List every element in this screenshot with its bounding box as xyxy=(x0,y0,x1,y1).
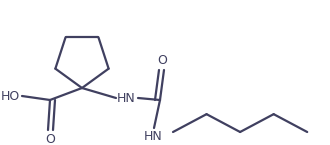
Text: O: O xyxy=(45,133,55,145)
Text: O: O xyxy=(157,54,167,67)
Text: HN: HN xyxy=(117,91,136,105)
Text: HO: HO xyxy=(1,89,20,103)
Text: HN: HN xyxy=(144,130,162,143)
